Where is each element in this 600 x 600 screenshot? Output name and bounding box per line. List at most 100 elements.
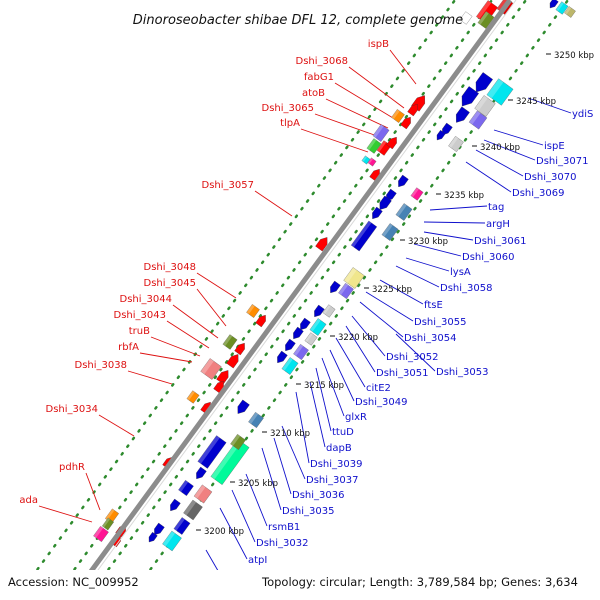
reverse-gene-label[interactable]: glxR — [345, 412, 367, 423]
gene-arrow — [154, 522, 165, 536]
reverse-gene-label[interactable]: Dshi_3052 — [386, 352, 438, 363]
kbp-tick-label: 3220 kbp — [338, 333, 378, 343]
gene-block — [173, 517, 191, 535]
gene-block — [410, 187, 424, 201]
gene-block — [350, 220, 378, 252]
forward-gene-label[interactable]: pdhR — [59, 462, 85, 473]
accession-text: Accession: NC_009952 — [8, 575, 139, 589]
forward-gene-label[interactable]: Dshi_3045 — [144, 278, 196, 289]
gene-arrow — [549, 0, 559, 9]
reverse-gene-label[interactable]: Dshi_3070 — [524, 172, 576, 183]
reverse-gene-label[interactable]: Dshi_3058 — [440, 283, 492, 294]
forward-gene-label[interactable]: tlpA — [280, 118, 300, 129]
gene-block — [197, 435, 227, 469]
reverse-gene-label[interactable]: Dshi_3060 — [462, 252, 514, 263]
gene-arrow — [300, 317, 311, 331]
gene-block — [468, 110, 488, 130]
gene-arrow — [226, 354, 239, 369]
reverse-gene-label[interactable]: Dshi_3054 — [404, 333, 456, 344]
reverse-gene-label[interactable]: Dshi_3069 — [512, 188, 564, 199]
gene-block — [200, 358, 222, 380]
gene-block — [186, 390, 200, 404]
kbp-tick-label: 3230 kbp — [408, 237, 448, 247]
reverse-gene-label[interactable]: Dshi_3036 — [292, 490, 344, 501]
gene-block — [210, 439, 250, 485]
gene-arrow — [314, 304, 325, 318]
reverse-gene-label[interactable]: argH — [486, 219, 510, 230]
reverse-gene-label[interactable]: rsmB1 — [268, 522, 300, 533]
reverse-gene-label[interactable]: ydiS — [572, 109, 593, 120]
gene-arrow — [148, 531, 158, 543]
reverse-gene-label[interactable]: dapB — [326, 443, 352, 454]
gene-arrow — [330, 280, 341, 294]
forward-gene-label[interactable]: ispB — [368, 39, 389, 50]
kbp-tick-label: 3235 kbp — [444, 191, 484, 201]
gene-block — [367, 157, 377, 167]
reverse-gene-label[interactable]: atpI — [248, 555, 267, 566]
forward-gene-label[interactable]: fabG1 — [304, 72, 334, 83]
kbp-tick-label: 3245 kbp — [516, 97, 556, 107]
reverse-gene-label[interactable]: Dshi_3061 — [474, 236, 526, 247]
reverse-gene-label[interactable]: Dshi_3037 — [306, 475, 358, 486]
gene-block — [230, 433, 246, 451]
genome-backbone — [67, 0, 517, 600]
reverse-gene-label[interactable]: Dshi_3055 — [414, 317, 466, 328]
kbp-tick-label: 3250 kbp — [554, 51, 594, 61]
forward-gene-label[interactable]: Dshi_3068 — [296, 56, 348, 67]
reverse-gene-label[interactable]: Dshi_3032 — [256, 538, 308, 549]
gene-block — [102, 517, 114, 531]
reverse-gene-label[interactable]: ispE — [544, 141, 565, 152]
gene-arrow — [285, 338, 296, 352]
forward-gene-label[interactable]: Dshi_3065 — [262, 103, 314, 114]
reverse-gene-label[interactable]: Dshi_3035 — [282, 506, 334, 517]
gene-block — [564, 6, 576, 18]
forward-gene-label[interactable]: truB — [129, 326, 150, 337]
reverse-gene-label[interactable]: tag — [488, 202, 504, 213]
gene-arrow — [475, 72, 493, 93]
gene-block — [322, 304, 336, 318]
reverse-gene-label[interactable]: lysA — [450, 267, 471, 278]
gene-block — [304, 332, 318, 346]
reverse-gene-label[interactable]: Dshi_3039 — [310, 459, 362, 470]
kbp-tick-label: 3240 kbp — [480, 143, 520, 153]
gene-arrow — [456, 106, 470, 123]
gene-arrow — [398, 174, 409, 188]
reverse-gene-label[interactable]: Dshi_3053 — [436, 367, 488, 378]
gene-arrow — [234, 342, 245, 356]
gene-block — [183, 499, 203, 521]
kbp-tick-label: 3225 kbp — [372, 285, 412, 295]
gene-arrow — [436, 129, 446, 141]
forward-gene-label[interactable]: Dshi_3044 — [120, 294, 172, 305]
gene-arrow — [293, 326, 304, 340]
forward-gene-label[interactable]: rbfA — [118, 342, 139, 353]
gene-block — [555, 1, 569, 15]
gene-block — [391, 109, 405, 123]
gene-arrow — [255, 314, 266, 328]
reverse-gene-label[interactable]: Dshi_3049 — [355, 397, 407, 408]
gene-arrow — [379, 195, 392, 210]
gene-arrow — [237, 399, 250, 414]
reverse-gene-label[interactable]: citE2 — [366, 383, 391, 394]
reverse-gene-label[interactable]: ttuD — [332, 427, 354, 438]
forward-gene-label[interactable]: Dshi_3057 — [202, 180, 254, 191]
forward-gene-label[interactable]: Dshi_3043 — [114, 310, 166, 321]
reverse-gene-label[interactable]: ftsE — [424, 300, 443, 311]
gene-block — [381, 223, 399, 241]
gene-block — [372, 124, 390, 142]
forward-gene-label[interactable]: Dshi_3038 — [75, 360, 127, 371]
forward-gene-label[interactable]: ada — [19, 495, 38, 506]
reverse-gene-label[interactable]: Dshi_3071 — [536, 156, 588, 167]
gene-block — [395, 203, 413, 221]
gene-arrow — [400, 116, 411, 130]
forward-gene-label[interactable]: Dshi_3048 — [144, 262, 196, 273]
forward-gene-label[interactable]: atoB — [302, 88, 325, 99]
forward-gene-labels: ispB Dshi_3068 fabG1 atoB Dshi_3065 tlpA Dshi_… — [19, 39, 389, 506]
reverse-gene-label[interactable]: Dshi_3051 — [376, 368, 428, 379]
kbp-tick-label: 3205 kbp — [238, 479, 278, 489]
gene-block — [222, 334, 238, 350]
forward-gene-label[interactable]: Dshi_3034 — [46, 404, 98, 415]
kbp-tick-label: 3215 kbp — [304, 381, 344, 391]
gene-arrow — [315, 237, 328, 252]
